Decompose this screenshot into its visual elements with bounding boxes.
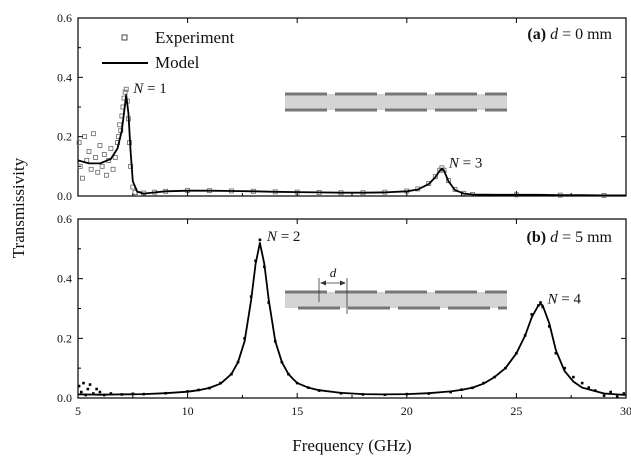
x-tick-label: 5	[75, 404, 81, 418]
panel-b-experiment-point	[580, 381, 584, 385]
panel-a-experiment-point	[426, 181, 432, 186]
panel-b-annotation-value: = 2	[277, 229, 300, 245]
panel-a-experiment-point	[117, 122, 123, 128]
legend: Experiment Model	[102, 28, 235, 72]
panel-a-annotation-value: = 3	[459, 155, 482, 171]
panel-b-y-tick-label: 0.4	[57, 272, 72, 286]
legend-experiment-label: Experiment	[155, 28, 235, 47]
panel-a-annotation-value: = 1	[143, 81, 166, 97]
panel-b-annotation: N = 4	[547, 292, 582, 308]
panel-b-annotation-value: = 4	[558, 292, 582, 308]
inset-b-arrowhead-right	[340, 280, 346, 286]
panel-b-label: (b) d = 5 mm	[527, 229, 613, 246]
inset-b-band	[285, 292, 507, 308]
panel-b-experiment-point	[539, 301, 542, 304]
panel-b-experiment-point	[572, 375, 575, 379]
panel-a-experiment-point	[79, 175, 85, 181]
panel-a-experiment-point	[122, 89, 128, 95]
inset-a-schematic	[285, 92, 507, 112]
y-axis-title: Transmissivity	[9, 157, 28, 258]
panel-b-var: d	[550, 229, 559, 246]
panel-a-experiment-point	[88, 166, 94, 172]
panel-b-experiment-point	[95, 387, 98, 391]
panel-b-experiment-point	[622, 392, 626, 395]
panel-a-experiment-point	[93, 155, 98, 160]
panel-b-experiment-point	[109, 392, 113, 395]
panel-a-experiment-point	[452, 187, 458, 192]
panel-b-experiment-point	[98, 390, 102, 394]
panel-a-model-line	[77, 94, 626, 197]
x-tick-label: 15	[291, 404, 303, 418]
panel-a-experiment-point	[108, 146, 114, 151]
x-axis-title: Frequency (GHz)	[292, 436, 411, 455]
panel-b-value: = 5 mm	[562, 229, 612, 246]
panel-b-experiment-point	[79, 390, 83, 394]
inset-b-arrowhead-left	[320, 280, 326, 286]
panel-a-experiment-point	[110, 166, 116, 172]
panel-a-experiment-point	[123, 86, 129, 92]
panel-a-y-tick-label: 0.6	[57, 11, 72, 25]
panel-b-experiment-point	[86, 387, 90, 391]
panel-b-experiment-point	[587, 386, 591, 389]
panel-b-letter: (b)	[527, 229, 547, 246]
inset-b-schematic: d	[285, 265, 507, 314]
panel-b-annotation-var: N	[266, 229, 278, 245]
inset-a-band	[285, 94, 507, 110]
panel-a-experiment-point	[95, 169, 101, 175]
panel-b-y-tick-label: 0.0	[57, 391, 72, 405]
panel-b-experiment-point	[258, 238, 262, 242]
panel-b-experiment-point	[609, 390, 612, 394]
panel-b-experiment-point	[82, 381, 85, 385]
panel-b-annotation-var: N	[547, 292, 559, 308]
panel-a-experiment-point	[76, 140, 82, 146]
x-tick-label: 10	[182, 404, 194, 418]
panel-b-experiment-point	[554, 351, 558, 355]
panel-a-y-tick-label: 0.4	[57, 70, 72, 84]
panel-b-experiment-point	[615, 395, 619, 398]
panel-a-experiment-point	[112, 155, 118, 160]
panel-a-label: (a) d = 0 mm	[527, 26, 612, 43]
panel-a-y-tick-label: 0.2	[57, 130, 72, 144]
annotations: N = 1N = 3N = 2N = 4	[132, 81, 581, 307]
panel-b-experiment-point	[92, 392, 95, 395]
legend-model-label: Model	[155, 53, 200, 72]
x-tick-label: 30	[620, 404, 631, 418]
panel-a-annotation-var: N	[448, 155, 460, 171]
panel-a-experiment-point	[99, 163, 105, 169]
panel-b-annotation: N = 2	[266, 229, 300, 245]
panel-a-experiment-point	[104, 172, 109, 178]
panel-a-var: d	[550, 26, 559, 43]
panel-a-annotation-var: N	[132, 81, 144, 97]
panel-b-experiment-point	[88, 383, 92, 386]
panel-b-model-line	[77, 242, 627, 396]
inset-b-d-label: d	[330, 265, 337, 280]
panel-a-experiment-point	[128, 163, 134, 169]
x-tick-label: 20	[401, 404, 413, 418]
panel-b-y-tick-label: 0.2	[57, 331, 72, 345]
axes-ticks: 0.0 0.2 0.4 0.6 0.0 0.2 0.4 0.6 5 10 15 20 25 30	[57, 11, 631, 418]
panel-a-experiment-point	[101, 152, 107, 157]
panel-b-experiment-point	[77, 384, 81, 388]
panel-a-y-tick-label: 0.0	[57, 189, 72, 203]
legend-experiment-marker	[121, 34, 128, 41]
panel-b-y-tick-label: 0.6	[57, 212, 72, 226]
panel-b-data	[77, 238, 627, 398]
panel-a-experiment-point	[90, 131, 96, 137]
panel-a-annotation: N = 3	[448, 155, 482, 171]
panel-b-experiment-point	[530, 313, 534, 316]
panel-a-annotation: N = 1	[132, 81, 166, 97]
panel-b-experiment-point	[602, 394, 606, 397]
x-tick-label: 25	[510, 404, 522, 418]
panel-b-experiment-point	[563, 366, 566, 370]
panel-a-letter: (a)	[527, 26, 546, 43]
panel-a-experiment-point	[86, 149, 92, 154]
panel-a-experiment-point	[432, 174, 438, 180]
panel-a-experiment-point	[97, 143, 103, 148]
panel-a-experiment-point	[82, 134, 87, 140]
panel-a-value: = 0 mm	[562, 26, 612, 43]
